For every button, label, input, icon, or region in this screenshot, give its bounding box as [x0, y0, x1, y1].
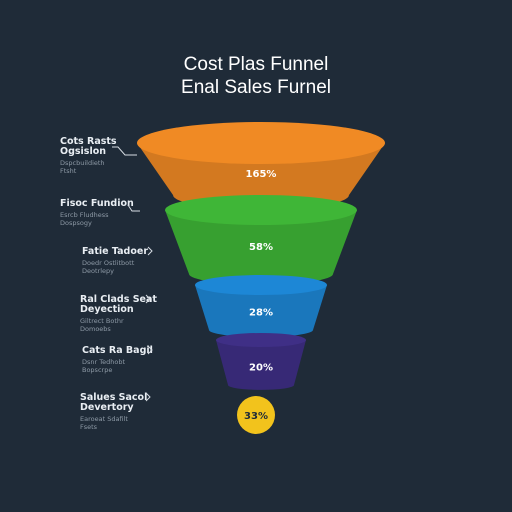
funnel-segment-body — [165, 210, 357, 285]
funnel-segment-top — [137, 122, 385, 164]
chevron-right-icon — [145, 294, 151, 304]
funnel-stage-4: 20% — [216, 333, 306, 390]
funnel-segment-top — [195, 275, 327, 295]
chevron-right-icon — [145, 392, 151, 402]
funnel-stage-3: 28% — [195, 275, 327, 337]
stage-label-sub: Deotrlepy — [82, 267, 114, 275]
stage-label-sub: Fsets — [80, 423, 98, 431]
stage-label-title: Salues Sacol — [80, 392, 147, 403]
stage-value-label: 58% — [249, 242, 273, 253]
funnel-stage-1: 165% — [137, 122, 385, 210]
funnel-stage-2: 58% — [165, 195, 357, 285]
stage-label-title: Ogsislon — [60, 146, 106, 157]
stage-label-sub: Earoeat Sdafilt — [80, 415, 128, 423]
stage-label-sub: Dspcbuildieth — [60, 159, 105, 167]
chevron-right-icon — [147, 246, 153, 256]
stage-label-sub: Ftsht — [60, 167, 77, 175]
stage-label-sub: Bopscrpe — [82, 366, 112, 374]
stage-label-title: Fatie Tadoer — [82, 246, 148, 257]
funnel-segment-body — [195, 285, 327, 337]
funnel-stage-5: 33% — [237, 396, 275, 434]
funnel-end-circle — [237, 396, 275, 434]
stage-label-sub: Dsnr Tedhobt — [82, 358, 125, 366]
stage-label-title: Ral Clads Seat — [80, 294, 157, 305]
stage-label-sub: Doedr Ostlitbott — [82, 259, 135, 267]
leader-line — [112, 146, 137, 156]
stage-value-label: 28% — [249, 308, 273, 319]
chevron-right-icon — [147, 345, 153, 355]
stage-value-label: 20% — [249, 363, 273, 374]
funnel-stages: 165% 58% 28% 20% 33% — [137, 122, 385, 434]
stage-label-title: Deyection — [80, 304, 134, 315]
chart-subtitle: Enal Sales Furnel — [181, 77, 331, 98]
funnel-segment-body — [216, 340, 306, 390]
funnel-segment-top — [165, 195, 357, 225]
stage-label-sub: Giltrect Bothr — [80, 317, 124, 325]
stage-label-sub: Domoebs — [80, 325, 111, 333]
funnel-segment-top — [216, 333, 306, 347]
stage-value-label: 165% — [246, 169, 277, 180]
stage-label-title: Cats Ra Bagil — [82, 345, 153, 356]
chart-title: Cost Plas Funnel — [184, 54, 329, 75]
stage-label-sub: Esrcb Fludhess — [60, 211, 109, 219]
stage-label-sub: Dospsogy — [60, 219, 92, 227]
stage-label-title: Fisoc Fundion — [60, 198, 134, 209]
stage-label-title: Devertory — [80, 402, 134, 413]
stage-label-title: Cots Rasts — [60, 136, 117, 147]
leader-line — [127, 204, 140, 212]
stage-value-label: 33% — [244, 411, 268, 422]
